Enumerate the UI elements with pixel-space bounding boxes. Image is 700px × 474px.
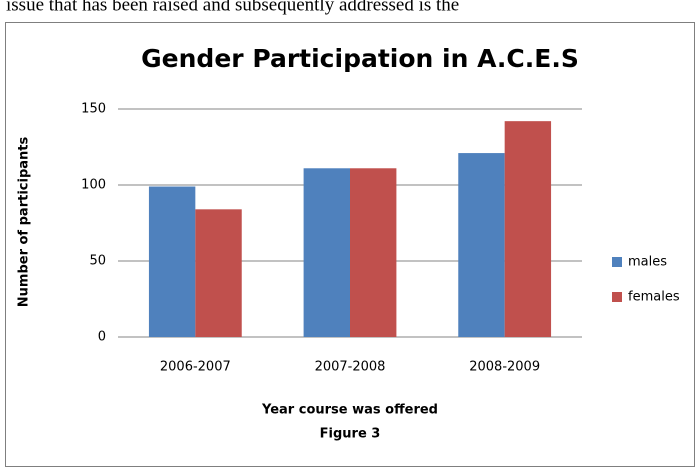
bar [195, 209, 242, 337]
x-tick-label: 2007-2008 [315, 360, 386, 375]
bar [303, 168, 350, 337]
context-text: issue that has been raised and subsequen… [6, 0, 459, 15]
chart-title: Gender Participation in A.C.E.S [141, 44, 579, 73]
legend-label: males [628, 255, 667, 270]
figure-caption: Figure 3 [320, 427, 381, 442]
bar [350, 168, 397, 337]
y-tick-label: 100 [81, 178, 106, 193]
y-tick-label: 50 [89, 254, 106, 269]
legend-swatch [612, 257, 622, 267]
x-axis-label: Year course was offered [261, 403, 438, 418]
x-tick-label: 2006-2007 [160, 360, 231, 375]
y-tick-label: 0 [98, 330, 106, 345]
legend-swatch [612, 292, 622, 302]
y-axis-label: Number of participants [17, 137, 32, 308]
x-tick-label: 2008-2009 [469, 360, 540, 375]
bar [504, 121, 552, 337]
bar [148, 186, 196, 337]
y-tick-label: 150 [81, 102, 106, 117]
bar [458, 153, 505, 337]
legend-label: females [628, 290, 680, 305]
